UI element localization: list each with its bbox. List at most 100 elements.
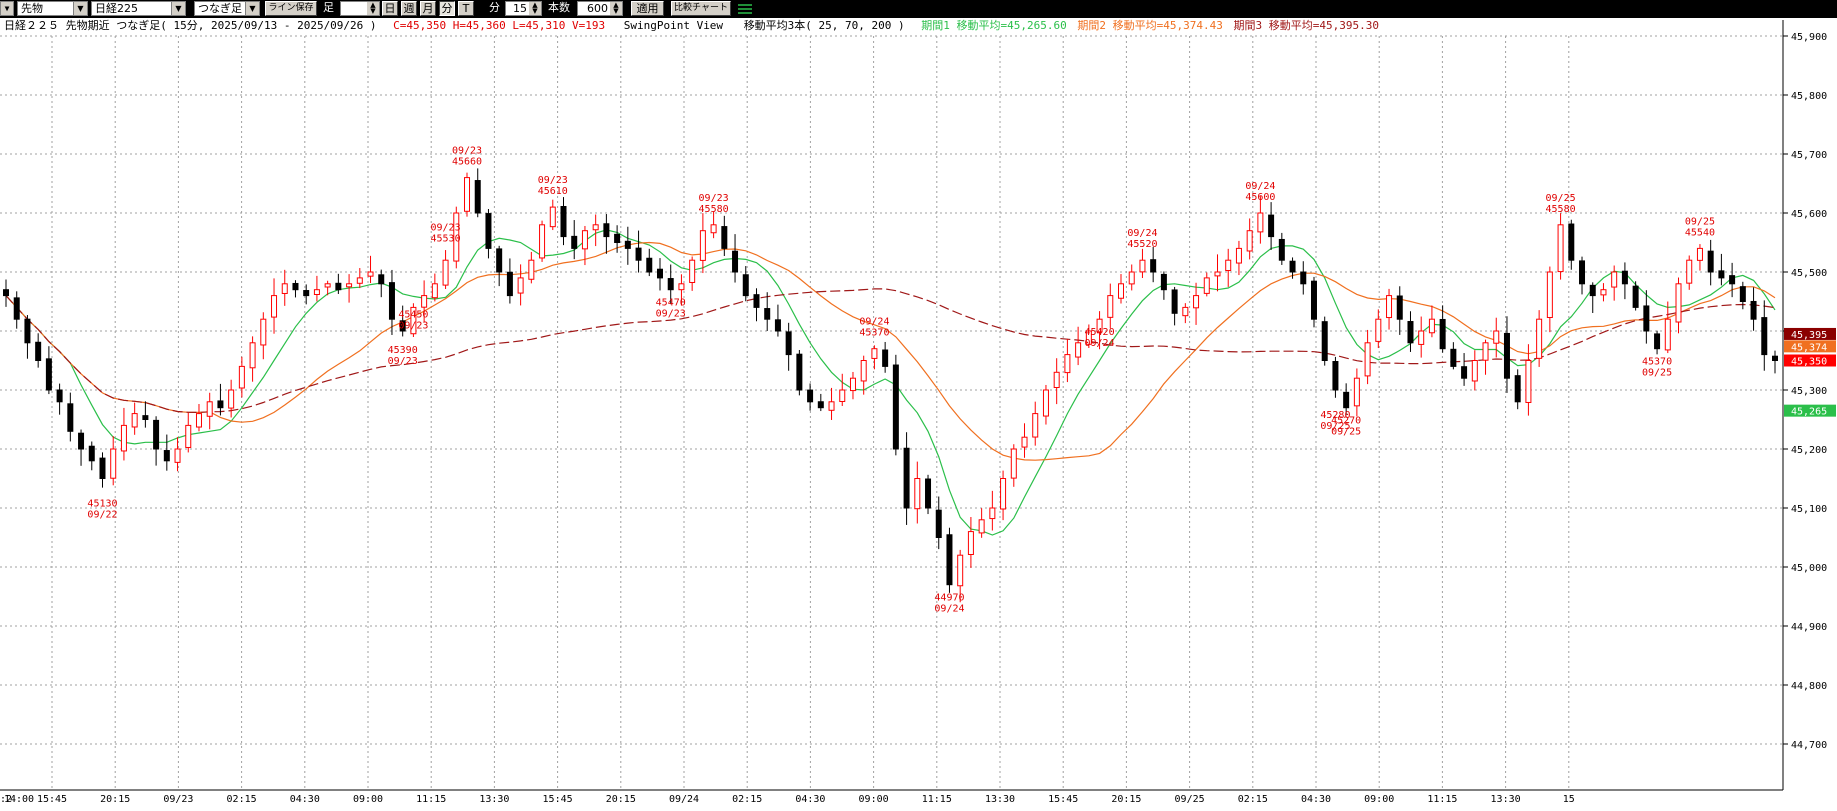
candle-up bbox=[1525, 360, 1532, 403]
price-tag-label: 45,265 bbox=[1791, 407, 1827, 418]
spinner-icon[interactable]: ▲ ▼ bbox=[610, 2, 622, 15]
candle-down bbox=[646, 257, 653, 273]
instrument-select[interactable]: 日経225 ▼ bbox=[91, 1, 186, 16]
candle-up bbox=[249, 342, 256, 369]
candle-down bbox=[99, 457, 106, 479]
count-input[interactable]: 600 ▲ ▼ bbox=[577, 1, 623, 16]
swing-high-price: 45610 bbox=[538, 186, 568, 197]
candle-down bbox=[1761, 317, 1768, 356]
candle-down bbox=[1310, 280, 1317, 320]
swing-high-date: 09/24 bbox=[859, 317, 889, 328]
time-tick-label: 14:00 bbox=[4, 794, 34, 805]
price-tick-label: 44,700 bbox=[1791, 740, 1827, 751]
time-tick-label: 09/25 bbox=[1175, 794, 1205, 805]
chart-lines-icon[interactable] bbox=[737, 2, 753, 16]
time-axis: 14:00 15:45 20:15 09/23 02:15 04:30 09:00 11:15… bbox=[0, 789, 1783, 805]
candle-up bbox=[978, 519, 985, 534]
compare-chart-button[interactable]: 比較チャート bbox=[671, 1, 731, 16]
candle-up bbox=[1257, 212, 1264, 233]
candle-down bbox=[946, 534, 953, 586]
price-tick-label: 45,000 bbox=[1791, 563, 1827, 574]
swing-low-price: 45470 bbox=[656, 298, 686, 309]
price-tick-label: 45,100 bbox=[1791, 504, 1827, 515]
candle-down bbox=[753, 294, 760, 308]
candle-down bbox=[1514, 375, 1521, 403]
candle-down bbox=[474, 180, 481, 214]
candle-down bbox=[1632, 285, 1639, 308]
candle-up bbox=[989, 507, 996, 520]
swing-low-date: 09/22 bbox=[87, 509, 117, 520]
ashi-input[interactable]: ▲ ▼ bbox=[340, 1, 380, 16]
time-tick-label: 15 bbox=[1563, 794, 1575, 805]
time-tick-label: 11:15 bbox=[1427, 794, 1457, 805]
candle-down bbox=[667, 278, 674, 291]
candle-down bbox=[882, 349, 889, 367]
bar-mode-select[interactable]: つなぎ足 ▼ bbox=[194, 1, 260, 16]
price-tick-label: 45,900 bbox=[1791, 32, 1827, 43]
candle-up bbox=[324, 283, 331, 288]
swing-high-date: 09/23 bbox=[431, 222, 461, 233]
candle-up bbox=[1557, 224, 1564, 273]
period-month-button[interactable]: 月 bbox=[420, 1, 436, 16]
swing-low-date: 09/24 bbox=[934, 604, 964, 615]
candle-up bbox=[1085, 330, 1092, 345]
swing-low-price: 45280 bbox=[1320, 410, 1350, 421]
candle-up bbox=[356, 277, 363, 284]
price-tag-badge bbox=[1784, 340, 1836, 353]
time-tick-label: 02:15 bbox=[732, 794, 762, 805]
candle-up bbox=[1375, 318, 1382, 342]
time-tick-label: 15:45 bbox=[37, 794, 67, 805]
swing-low-price: 45450 bbox=[398, 310, 428, 321]
time-tick-label: 11:15 bbox=[416, 794, 446, 805]
candle-up bbox=[1493, 330, 1500, 344]
period-day-button[interactable]: 日 bbox=[382, 1, 398, 16]
spinner-icon[interactable]: ▲ ▼ bbox=[367, 2, 379, 15]
candle-up bbox=[174, 448, 181, 463]
period-week-button[interactable]: 週 bbox=[401, 1, 417, 16]
candle-up bbox=[1664, 318, 1671, 351]
category-select[interactable]: 先物 ▼ bbox=[17, 1, 88, 16]
spinner-icon[interactable]: ▲ ▼ bbox=[529, 2, 541, 15]
candle-down bbox=[3, 289, 9, 297]
price-tick-label: 45,200 bbox=[1791, 445, 1827, 456]
swing-high-price: 45540 bbox=[1685, 227, 1715, 238]
candle-up bbox=[849, 377, 856, 392]
apply-button[interactable]: 適用 bbox=[631, 1, 664, 16]
candle-down bbox=[1396, 295, 1403, 320]
candle-down bbox=[1171, 289, 1178, 314]
time-tick-label: 09:00 bbox=[1364, 794, 1394, 805]
ma70-line bbox=[5, 241, 1776, 461]
swing-low-date: 09/25 bbox=[1642, 368, 1672, 379]
candle-up bbox=[195, 413, 202, 428]
candle-down bbox=[1461, 366, 1468, 379]
swing-low-date: 09/23 bbox=[388, 356, 418, 367]
period-tick-button[interactable]: T bbox=[458, 1, 474, 16]
ashi-label: 足 bbox=[323, 1, 334, 14]
candle-down bbox=[45, 358, 52, 391]
chevron-down-icon: ▼ bbox=[171, 2, 185, 15]
candle-down bbox=[399, 320, 406, 332]
candle-up bbox=[271, 295, 278, 318]
price-tag-badge bbox=[1784, 404, 1836, 417]
swing-high-date: 09/25 bbox=[1685, 216, 1715, 227]
candle-up bbox=[1546, 271, 1553, 318]
menu-dropdown-icon[interactable]: ▼ bbox=[0, 1, 14, 16]
candle-down bbox=[506, 271, 513, 297]
minute-input[interactable]: 15 ▲ ▼ bbox=[505, 1, 542, 16]
save-line-button[interactable]: ライン保存 bbox=[265, 1, 317, 16]
minute-value: 15 bbox=[513, 2, 527, 15]
price-axis: 45,90045,80045,70045,60045,50045,40045,3… bbox=[1782, 20, 1836, 790]
ohlc-readout: C=45,350 H=45,360 L=45,310 V=193 bbox=[393, 19, 606, 32]
candle-up bbox=[1482, 342, 1489, 361]
count-label: 本数 bbox=[548, 1, 570, 14]
ma1-readout: 期間1 移動平均=45,265.60 bbox=[921, 19, 1067, 32]
candle-up bbox=[1075, 342, 1082, 358]
candle-down bbox=[603, 223, 610, 238]
candle-down bbox=[142, 415, 149, 420]
swing-high-date: 09/24 bbox=[1127, 228, 1157, 239]
period-minute-button[interactable]: 分 bbox=[439, 1, 455, 16]
candle-up bbox=[1428, 318, 1435, 334]
price-tick-label: 45,500 bbox=[1791, 268, 1827, 279]
chart-grid bbox=[0, 35, 1783, 790]
